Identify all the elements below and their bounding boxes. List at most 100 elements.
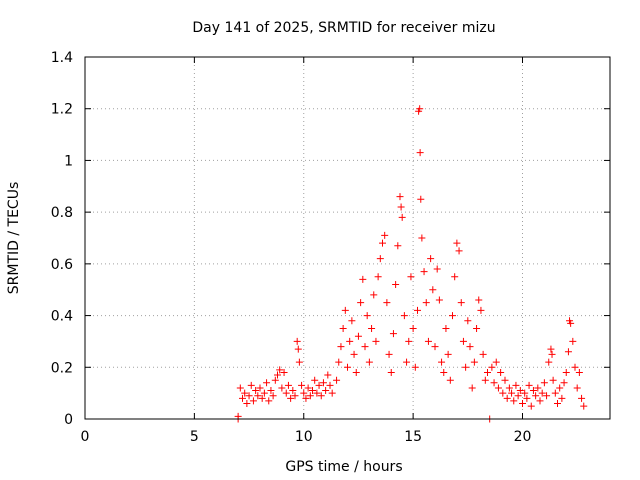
data-point	[236, 384, 244, 392]
data-point	[392, 281, 400, 289]
data-point	[560, 379, 568, 387]
data-point	[477, 306, 485, 314]
data-point	[346, 337, 354, 345]
data-point	[543, 392, 551, 400]
data-point	[365, 358, 373, 366]
data-point	[278, 384, 286, 392]
data-point	[394, 242, 402, 250]
data-point	[451, 273, 459, 281]
data-point	[239, 394, 246, 402]
data-point	[558, 394, 566, 402]
x-tick-labels: 0 5 10 15 20	[81, 429, 532, 445]
data-point	[545, 358, 553, 366]
data-point	[540, 379, 548, 387]
data-point	[556, 384, 564, 392]
data-point	[267, 387, 275, 395]
data-point	[354, 332, 362, 340]
y-tick-label: 0.6	[51, 257, 73, 273]
data-point	[453, 239, 461, 247]
data-point	[335, 358, 343, 366]
data-point	[293, 337, 301, 345]
y-tick-label: 1.4	[51, 50, 73, 66]
data-point	[549, 376, 557, 384]
data-point	[252, 387, 260, 395]
data-point	[499, 389, 507, 397]
data-point	[385, 350, 393, 358]
data-point	[449, 312, 456, 320]
data-point	[339, 325, 347, 332]
data-point	[357, 299, 365, 307]
data-point	[473, 325, 481, 332]
data-point	[379, 239, 386, 247]
x-axis-label: GPS time / hours	[285, 459, 402, 475]
data-point	[361, 343, 369, 351]
data-point	[398, 213, 406, 221]
data-point	[573, 384, 581, 392]
data-point	[457, 299, 465, 307]
y-tick-labels: 0 0.2 0.4 0.6 0.8 1 1.2 1.4	[51, 50, 73, 428]
data-point	[276, 366, 284, 374]
data-point	[295, 358, 303, 366]
data-point	[387, 368, 395, 376]
data-point	[529, 387, 537, 395]
data-point	[464, 317, 472, 325]
data-point	[567, 319, 575, 327]
x-tick-label: 20	[514, 429, 532, 445]
data-point	[446, 376, 454, 384]
data-point	[503, 394, 511, 402]
data-point	[440, 368, 448, 376]
data-point	[427, 255, 435, 263]
data-point	[359, 275, 367, 283]
data-point	[554, 399, 561, 407]
data-point	[337, 343, 345, 351]
data-point	[468, 384, 476, 392]
data-point	[435, 296, 443, 304]
data-point	[249, 397, 257, 405]
data-point	[534, 384, 542, 392]
data-point	[429, 286, 437, 294]
data-point	[416, 105, 424, 113]
data-point	[245, 392, 253, 400]
data-point	[326, 381, 334, 389]
data-point	[396, 193, 404, 201]
data-point	[302, 394, 310, 402]
data-point	[455, 247, 463, 255]
data-point	[315, 381, 323, 389]
data-point	[254, 392, 262, 400]
data-point	[265, 397, 273, 405]
data-point	[459, 337, 467, 345]
data-point	[341, 306, 349, 314]
data-point	[580, 402, 588, 410]
plot-frame	[84, 56, 611, 420]
data-point	[475, 296, 483, 304]
data-point	[490, 379, 498, 387]
data-point	[400, 312, 408, 320]
data-point	[247, 381, 255, 389]
grid-lines	[85, 57, 610, 419]
data-point	[294, 345, 302, 353]
data-point	[532, 392, 540, 400]
data-point	[258, 394, 266, 402]
y-tick-label: 0	[64, 412, 73, 428]
data-point	[317, 392, 325, 400]
data-point	[536, 397, 544, 405]
data-point	[300, 389, 308, 397]
data-point	[505, 384, 513, 392]
data-point	[547, 345, 555, 353]
data-point	[418, 234, 426, 242]
data-point	[416, 149, 424, 157]
data-point	[523, 394, 531, 402]
x-tick-label: 0	[81, 429, 90, 445]
data-point	[510, 397, 518, 405]
data-point	[438, 358, 446, 366]
data-point	[492, 358, 500, 366]
data-point	[488, 363, 496, 371]
data-point	[569, 337, 577, 345]
y-tick-label: 1	[64, 153, 73, 169]
data-point	[527, 402, 535, 410]
data-point	[372, 337, 380, 345]
y-tick-label: 0.8	[51, 205, 73, 221]
data-point	[538, 389, 546, 397]
data-point	[501, 376, 509, 384]
data-point	[376, 255, 384, 263]
